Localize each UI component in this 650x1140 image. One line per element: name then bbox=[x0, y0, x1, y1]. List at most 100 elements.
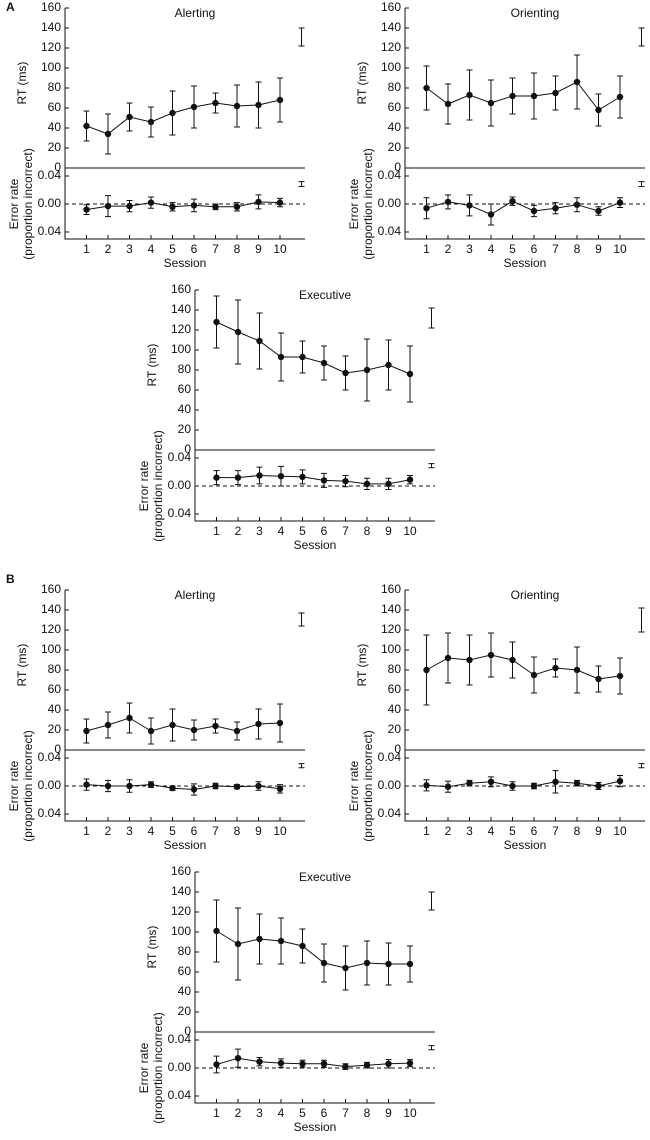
x-tick-label: 9 bbox=[595, 824, 602, 838]
y-tick-label: 0.04 bbox=[38, 224, 62, 238]
point bbox=[190, 726, 198, 734]
point bbox=[299, 353, 306, 361]
y-tick-label: 40 bbox=[48, 120, 62, 134]
point bbox=[363, 959, 371, 967]
point bbox=[530, 782, 538, 790]
y-tick-label: 40 bbox=[388, 120, 402, 134]
x-tick-label: 7 bbox=[342, 1106, 349, 1120]
point bbox=[342, 477, 349, 485]
point bbox=[212, 782, 219, 790]
y-tick-label: 140 bbox=[171, 884, 191, 898]
point bbox=[595, 782, 602, 790]
y-tick-label: 0.04 bbox=[38, 806, 62, 820]
point bbox=[126, 714, 133, 722]
point bbox=[147, 199, 155, 206]
point bbox=[466, 202, 473, 209]
line bbox=[86, 99, 281, 135]
y-tick-label: 80 bbox=[178, 944, 192, 958]
point bbox=[363, 366, 371, 374]
y-tick-label: 140 bbox=[381, 20, 401, 34]
point bbox=[233, 727, 241, 735]
x-tick-label: 8 bbox=[364, 524, 371, 538]
point bbox=[255, 720, 262, 728]
x-tick-label: 6 bbox=[321, 524, 328, 538]
point bbox=[552, 205, 559, 212]
y-tick-label: 100 bbox=[381, 642, 401, 656]
x-tick-label: 9 bbox=[255, 824, 262, 838]
y-axis-label: Error rate bbox=[347, 178, 361, 229]
reference-bar bbox=[298, 612, 305, 627]
point bbox=[83, 727, 90, 735]
y-tick-label: 100 bbox=[41, 642, 61, 656]
x-tick-label: 3 bbox=[256, 524, 263, 538]
line bbox=[86, 784, 281, 791]
y-tick-label: 20 bbox=[388, 140, 402, 154]
axis bbox=[194, 290, 435, 522]
line bbox=[426, 81, 621, 111]
point bbox=[233, 203, 241, 210]
point bbox=[83, 781, 90, 788]
axis bbox=[64, 8, 305, 240]
y-tick-label: 120 bbox=[41, 40, 61, 54]
reference-bar bbox=[638, 763, 645, 769]
point bbox=[256, 935, 263, 943]
y-tick-label: 20 bbox=[178, 422, 192, 436]
x-tick-label: 3 bbox=[126, 242, 133, 256]
line bbox=[216, 1057, 411, 1068]
point bbox=[487, 651, 495, 659]
reference-bar bbox=[638, 181, 645, 187]
point bbox=[385, 480, 392, 488]
point bbox=[213, 1061, 220, 1068]
point bbox=[213, 927, 220, 935]
x-tick-label: 3 bbox=[466, 824, 473, 838]
point bbox=[320, 359, 328, 367]
chart-title: Executive bbox=[299, 870, 351, 884]
y-tick-label: 0.00 bbox=[168, 1060, 192, 1074]
y-tick-label: 140 bbox=[41, 20, 61, 34]
x-tick-label: 4 bbox=[488, 824, 495, 838]
reference-bar bbox=[638, 27, 645, 47]
chart-title: Alerting bbox=[175, 6, 216, 20]
x-tick-label: 10 bbox=[403, 524, 417, 538]
point bbox=[126, 202, 133, 210]
y-tick-label: 0 bbox=[184, 442, 191, 456]
y-axis-label: (proportion incorrect) bbox=[151, 1012, 165, 1123]
y-axis-label: RT (ms) bbox=[145, 344, 159, 387]
point bbox=[277, 353, 285, 361]
point bbox=[299, 1060, 306, 1068]
point bbox=[299, 473, 306, 481]
point bbox=[234, 328, 242, 336]
point bbox=[487, 211, 495, 218]
y-axis-label: (proportion incorrect) bbox=[21, 148, 35, 259]
point bbox=[552, 664, 559, 672]
point bbox=[276, 785, 284, 792]
line bbox=[86, 201, 281, 211]
point bbox=[573, 201, 581, 208]
point bbox=[444, 654, 452, 662]
point bbox=[423, 666, 430, 674]
y-tick-label: 0.00 bbox=[168, 478, 192, 492]
y-tick-label: 40 bbox=[178, 402, 192, 416]
point bbox=[406, 370, 414, 378]
x-tick-label: 1 bbox=[83, 824, 90, 838]
y-axis-label: (proportion incorrect) bbox=[151, 430, 165, 541]
point bbox=[595, 106, 602, 114]
point bbox=[277, 473, 285, 480]
x-tick-label: 9 bbox=[595, 242, 602, 256]
y-tick-label: 0.04 bbox=[378, 224, 402, 238]
x-tick-label: 5 bbox=[169, 242, 176, 256]
point bbox=[169, 721, 176, 729]
x-tick-label: 4 bbox=[488, 242, 495, 256]
x-axis-label: Session bbox=[164, 838, 207, 852]
point bbox=[385, 1060, 392, 1068]
x-tick-label: 6 bbox=[531, 242, 538, 256]
point bbox=[385, 361, 392, 369]
line bbox=[86, 717, 281, 732]
x-tick-label: 6 bbox=[531, 824, 538, 838]
point bbox=[573, 780, 581, 787]
point bbox=[169, 784, 176, 792]
point bbox=[616, 199, 624, 206]
y-axis-label: RT (ms) bbox=[145, 926, 159, 969]
chart-title: Alerting bbox=[175, 588, 216, 602]
x-tick-label: 7 bbox=[342, 524, 349, 538]
